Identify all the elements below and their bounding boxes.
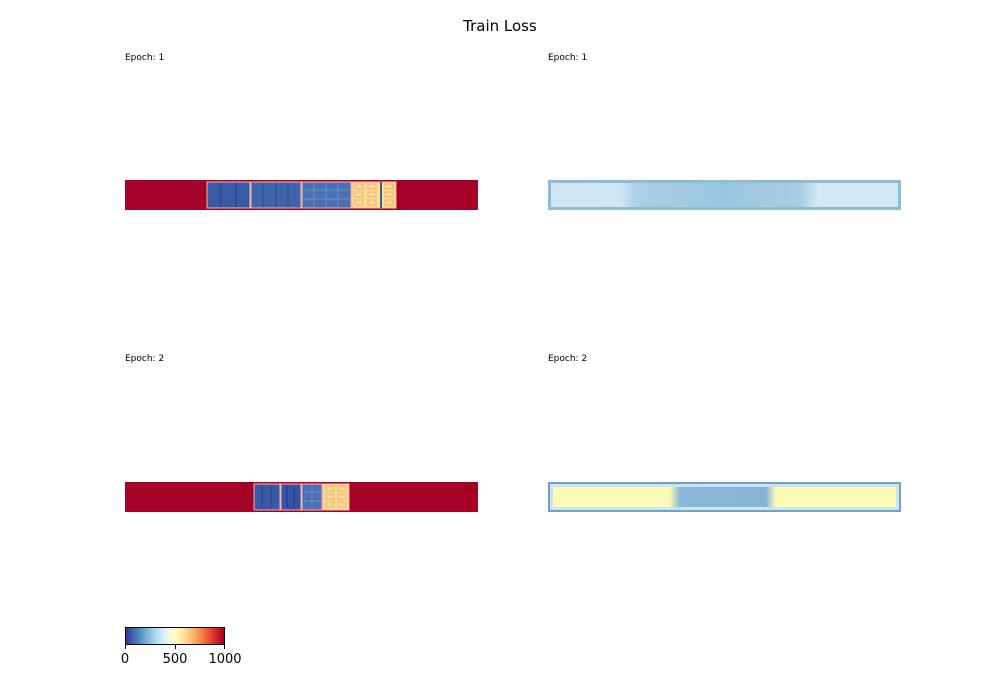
block-4-cell bbox=[354, 183, 364, 190]
weight-field bbox=[553, 487, 896, 507]
block-4-cell bbox=[325, 493, 335, 500]
heatmap-epoch1-loss bbox=[125, 180, 478, 210]
block-4-cell bbox=[337, 485, 347, 492]
panel-4-label: Epoch: 2 bbox=[548, 354, 588, 364]
block-1 bbox=[206, 181, 251, 209]
block-4-cell bbox=[384, 199, 394, 206]
colorbar bbox=[125, 627, 225, 645]
colorbar-tick bbox=[224, 645, 225, 649]
block-4-cell bbox=[337, 493, 347, 500]
panel-1-label: Epoch: 1 bbox=[125, 53, 165, 63]
heatmap-epoch2-weight bbox=[548, 482, 901, 512]
block-4-cell bbox=[325, 485, 335, 492]
block-4-cell bbox=[384, 191, 394, 198]
block-4-cell bbox=[367, 191, 377, 198]
weight-field bbox=[551, 183, 898, 207]
block-4 bbox=[322, 483, 350, 511]
block-4 bbox=[351, 181, 397, 209]
block-4-cell bbox=[337, 501, 347, 508]
panel-2-label: Epoch: 1 bbox=[548, 53, 588, 63]
block-4-cell bbox=[367, 199, 377, 206]
heatmap-epoch1-weight bbox=[548, 180, 901, 210]
heatmap-epoch2-loss bbox=[125, 482, 478, 512]
colorbar-tick-label: 500 bbox=[162, 652, 188, 667]
block-4-cell bbox=[354, 191, 364, 198]
colorbar-tick-label: 0 bbox=[120, 652, 130, 667]
block-4-cell bbox=[367, 183, 377, 190]
colorbar-tick bbox=[175, 645, 176, 649]
chart-title: Train Loss bbox=[463, 17, 537, 35]
block-4-cell bbox=[354, 199, 364, 206]
block-2 bbox=[280, 483, 302, 511]
block-1 bbox=[253, 483, 281, 511]
heatmap-epoch1-weight-svg bbox=[548, 180, 901, 210]
heatmap-epoch2-loss-svg bbox=[125, 482, 478, 512]
block-4-cell bbox=[384, 183, 394, 190]
heatmap-epoch1-loss-svg bbox=[125, 180, 478, 210]
heatmap-epoch2-weight-svg bbox=[548, 482, 901, 512]
colorbar-tick bbox=[125, 645, 126, 649]
panel-3-label: Epoch: 2 bbox=[125, 354, 165, 364]
colorbar-tick-label: 1000 bbox=[208, 652, 242, 667]
block-4-cell bbox=[325, 501, 335, 508]
